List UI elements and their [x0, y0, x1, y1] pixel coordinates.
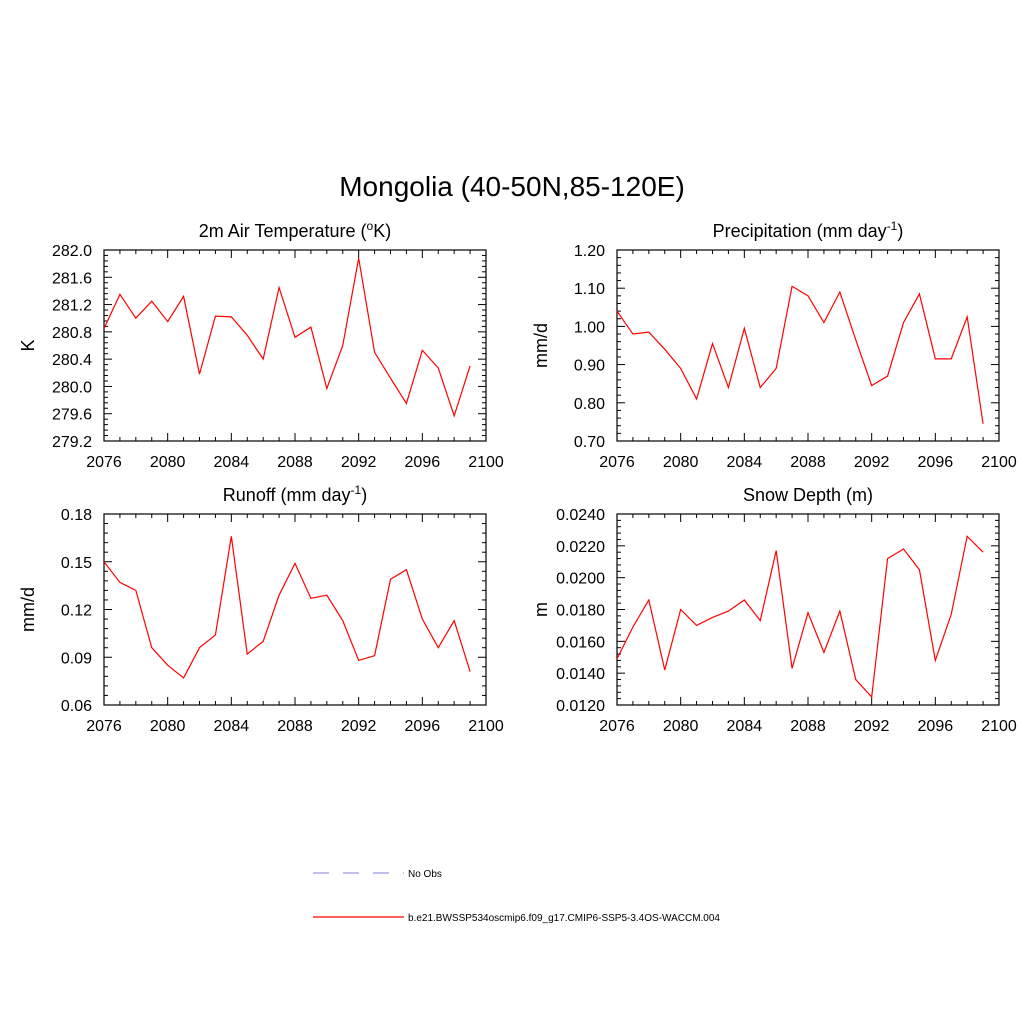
y-tick-label: 0.0140 — [556, 666, 605, 683]
plot-frame — [103, 249, 487, 442]
y-tick-label: 0.18 — [61, 507, 92, 524]
y-tick-label: 279.2 — [52, 434, 92, 451]
series-line-snow-depth — [616, 535, 984, 699]
y-axis-label: K — [18, 339, 38, 351]
x-tick-label: 2100 — [468, 718, 504, 735]
y-tick-label: 281.2 — [52, 298, 92, 315]
y-tick-label: 280.4 — [52, 352, 92, 369]
chart-panel-temperature: 2m Air Temperature (oK) K 2076 2080 2084 2088… — [18, 219, 504, 471]
x-tick-label: 2096 — [405, 718, 441, 735]
x-tick-label: 2100 — [468, 454, 504, 471]
series-line-runoff — [103, 536, 471, 679]
figure-title: Mongolia (40-50N,85-120E) — [339, 171, 685, 202]
x-tick-label: 2088 — [790, 454, 826, 471]
x-tick-label: 2076 — [86, 718, 122, 735]
panel-title: 2m Air Temperature (oK) — [199, 219, 391, 241]
y-tick-label: 0.0220 — [556, 539, 605, 556]
x-tick-label: 2084 — [727, 718, 763, 735]
x-tick-label: 2092 — [854, 718, 890, 735]
x-tick-label: 2092 — [341, 454, 377, 471]
y-tick-label: 282.0 — [52, 243, 92, 260]
x-tick-label: 2092 — [854, 454, 890, 471]
x-tick-label: 2088 — [277, 718, 313, 735]
y-tick-label: 280.8 — [52, 325, 92, 342]
y-tick-label: 281.6 — [52, 270, 92, 287]
x-tick-label: 2096 — [918, 718, 954, 735]
x-tick-label: 2076 — [599, 454, 635, 471]
y-tick-label: 0.06 — [61, 698, 92, 715]
plot-frame — [616, 249, 1000, 442]
y-tick-label: 0.80 — [574, 396, 605, 413]
y-tick-label: 0.0240 — [556, 507, 605, 524]
x-tick-label: 2080 — [150, 718, 186, 735]
y-tick-label: 0.09 — [61, 650, 92, 667]
y-tick-label: 1.00 — [574, 319, 605, 336]
panel-title: Precipitation (mm day-1) — [713, 219, 904, 241]
x-tick-label: 2080 — [663, 718, 699, 735]
y-tick-label: 0.12 — [61, 603, 92, 620]
y-tick-label: 279.6 — [52, 407, 92, 424]
x-tick-label: 2100 — [981, 454, 1017, 471]
x-tick-label: 2096 — [918, 454, 954, 471]
series-line-precipitation — [616, 285, 984, 424]
y-tick-label: 1.10 — [574, 281, 605, 298]
y-tick-label: 0.15 — [61, 555, 92, 572]
series-line-temperature — [103, 258, 471, 418]
legend-no-obs-label: No Obs — [408, 869, 442, 880]
x-tick-label: 2076 — [86, 454, 122, 471]
chart-panel-precipitation: Precipitation (mm day-1) mm/d 2076 2080 2084… — [531, 219, 1017, 471]
y-axis-label: mm/d — [18, 587, 38, 632]
chart-panels: 2m Air Temperature (oK) K 2076 2080 2084 2088… — [18, 219, 1017, 735]
panel-title: Snow Depth (m) — [743, 485, 873, 505]
y-tick-label: 0.70 — [574, 434, 605, 451]
panel-title: Runoff (mm day-1) — [223, 483, 367, 505]
plot-frame — [616, 513, 1000, 706]
y-tick-label: 0.0200 — [556, 571, 605, 588]
y-tick-label: 280.0 — [52, 379, 92, 396]
y-tick-label: 0.0120 — [556, 698, 605, 715]
y-tick-label: 0.0180 — [556, 603, 605, 620]
x-tick-label: 2084 — [727, 454, 763, 471]
x-tick-label: 2080 — [150, 454, 186, 471]
legend-model-label: b.e21.BWSSP534oscmip6.f09_g17.CMIP6-SSP5… — [408, 913, 720, 924]
x-tick-label: 2096 — [405, 454, 441, 471]
x-tick-label: 2080 — [663, 454, 699, 471]
x-tick-label: 2076 — [599, 718, 635, 735]
x-tick-label: 2088 — [277, 454, 313, 471]
y-axis-label: m — [531, 602, 551, 617]
y-tick-label: 1.20 — [574, 243, 605, 260]
chart-panel-snow-depth: Snow Depth (m) m 2076 2080 2084 2088 2092 2096 2… — [531, 485, 1017, 735]
y-axis-label: mm/d — [531, 323, 551, 368]
x-tick-label: 2084 — [214, 718, 250, 735]
x-tick-label: 2088 — [790, 718, 826, 735]
x-tick-label: 2100 — [981, 718, 1017, 735]
chart-panel-runoff: Runoff (mm day-1) mm/d 2076 2080 2084 2088 209… — [18, 483, 504, 735]
y-tick-label: 0.90 — [574, 358, 605, 375]
x-tick-label: 2084 — [214, 454, 250, 471]
y-tick-label: 0.0160 — [556, 634, 605, 651]
x-tick-label: 2092 — [341, 718, 377, 735]
legend: No Obs b.e21.BWSSP534oscmip6.f09_g17.CMI… — [313, 869, 720, 924]
plot-frame — [103, 513, 487, 706]
